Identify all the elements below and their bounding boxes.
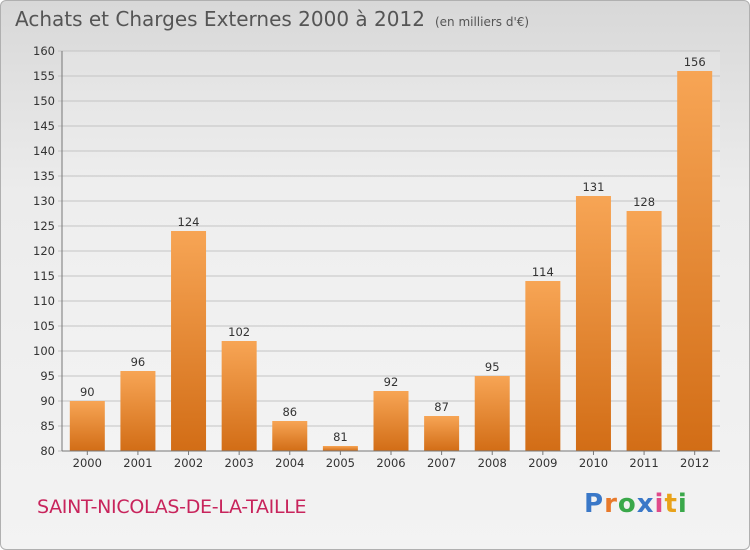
chart-title: Achats et Charges Externes 2000 à 2012 (e… bbox=[15, 7, 529, 31]
bar-chart: 80 85 90 95 100 105 110 115 120 125 130 135 140 145 15… bbox=[33, 44, 720, 470]
title-text: Achats et Charges Externes 2000 à 2012 bbox=[15, 7, 425, 31]
data-label: 95 bbox=[485, 360, 500, 374]
bar bbox=[69, 401, 105, 451]
bar bbox=[120, 371, 156, 451]
y-axis: 80 85 90 95 100 105 110 115 120 125 130 135 140 145 15… bbox=[33, 44, 63, 458]
x-tick-label: 2006 bbox=[376, 456, 405, 470]
data-label: 128 bbox=[633, 195, 655, 209]
bar bbox=[626, 211, 662, 451]
x-tick-label: 2007 bbox=[427, 456, 456, 470]
x-tick-label: 2009 bbox=[528, 456, 557, 470]
town-name: SAINT-NICOLAS-DE-LA-TAILLE bbox=[37, 496, 307, 518]
logo-letter: t bbox=[664, 489, 678, 519]
data-label: 156 bbox=[684, 55, 706, 69]
y-tick-label: 80 bbox=[40, 444, 55, 458]
data-label: 102 bbox=[228, 325, 250, 339]
data-label: 114 bbox=[532, 265, 554, 279]
data-label: 81 bbox=[333, 430, 348, 444]
x-tick-label: 2001 bbox=[123, 456, 152, 470]
data-label: 86 bbox=[282, 405, 297, 419]
y-tick-label: 90 bbox=[40, 394, 55, 408]
x-tick-label: 2005 bbox=[326, 456, 355, 470]
data-label: 96 bbox=[131, 355, 146, 369]
y-tick-label: 115 bbox=[33, 269, 55, 283]
x-tick-label: 2010 bbox=[579, 456, 608, 470]
y-tick-label: 135 bbox=[33, 169, 55, 183]
bar bbox=[575, 196, 611, 451]
bar bbox=[525, 281, 561, 451]
x-axis: 2000 2001 2002 2003 2004 2005 2006 2007 2008 2009… bbox=[62, 450, 720, 470]
y-tick-label: 145 bbox=[33, 119, 55, 133]
bar bbox=[171, 231, 207, 451]
logo-letter: r bbox=[604, 489, 618, 519]
x-tick-label: 2008 bbox=[478, 456, 507, 470]
logo-letter: i bbox=[654, 489, 665, 519]
x-tick-label: 2012 bbox=[680, 456, 709, 470]
x-tick-label: 2011 bbox=[629, 456, 658, 470]
y-tick-label: 85 bbox=[40, 419, 55, 433]
y-tick-label: 130 bbox=[33, 194, 55, 208]
bar bbox=[272, 421, 308, 451]
data-label: 124 bbox=[178, 215, 200, 229]
data-label: 131 bbox=[582, 180, 604, 194]
bar bbox=[373, 391, 409, 451]
unit-label: (en milliers d'€) bbox=[434, 15, 530, 29]
logo-letter: i bbox=[677, 489, 688, 519]
bars: 90 96 124 102 86 81 92 87 95 114 131 128 156 bbox=[69, 55, 713, 451]
y-tick-label: 105 bbox=[33, 319, 55, 333]
logo-letter: o bbox=[617, 489, 637, 519]
x-tick-label: 2000 bbox=[73, 456, 102, 470]
y-tick-label: 150 bbox=[33, 94, 55, 108]
data-label: 87 bbox=[434, 400, 449, 414]
bar bbox=[474, 376, 510, 451]
x-tick-label: 2002 bbox=[174, 456, 203, 470]
logo-letter: x bbox=[636, 489, 655, 519]
bar bbox=[424, 416, 460, 451]
bar bbox=[221, 341, 257, 451]
y-tick-label: 120 bbox=[33, 244, 55, 258]
data-label: 92 bbox=[384, 375, 399, 389]
y-tick-label: 155 bbox=[33, 69, 55, 83]
logo-letter: P bbox=[584, 489, 605, 519]
y-tick-label: 100 bbox=[33, 344, 55, 358]
y-tick-label: 125 bbox=[33, 219, 55, 233]
y-tick-label: 110 bbox=[33, 294, 55, 308]
x-tick-label: 2003 bbox=[225, 456, 254, 470]
proxiti-logo[interactable]: Proxiti bbox=[584, 489, 688, 519]
y-tick-label: 95 bbox=[40, 369, 55, 383]
y-tick-label: 160 bbox=[33, 44, 55, 58]
bar bbox=[322, 446, 358, 451]
data-label: 90 bbox=[80, 385, 95, 399]
x-tick-label: 2004 bbox=[275, 456, 304, 470]
bar bbox=[677, 71, 713, 451]
y-tick-label: 140 bbox=[33, 144, 55, 158]
